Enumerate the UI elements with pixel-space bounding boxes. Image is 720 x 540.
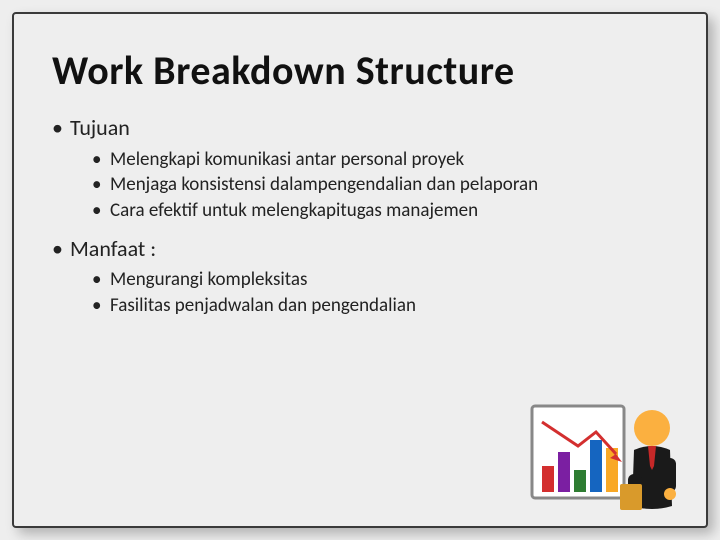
bullet-lvl2-text: Cara efektif untuk melengkapitugas manaj…	[110, 199, 478, 222]
bullet-lvl1-label: Manfaat :	[70, 235, 156, 262]
bullet-lvl2-text: Melengkapi komunikasi antar personal pro…	[110, 148, 464, 171]
person-figure	[620, 410, 676, 510]
bullet-sublist: Melengkapi komunikasi antar personal pro…	[92, 147, 668, 224]
bullet-sublist: Mengurangi kompleksitas Fasilitas penjad…	[92, 267, 668, 318]
folder-icon	[620, 484, 642, 510]
bullet-lvl2-text: Mengurangi kompleksitas	[110, 268, 307, 291]
bullet-lvl1-label: Tujuan	[70, 114, 130, 141]
corner-illustration	[530, 388, 690, 518]
bullet-lvl2: Fasilitas penjadwalan dan pengendalian	[92, 293, 668, 319]
bullet-lvl2: Melengkapi komunikasi antar personal pro…	[92, 147, 668, 173]
bullet-lvl2-text: Fasilitas penjadwalan dan pengendalian	[110, 294, 416, 317]
bullet-lvl1: Tujuan Melengkapi komunikasi antar perso…	[52, 113, 668, 224]
bullet-lvl2: Menjaga konsistensi dalampengendalian da…	[92, 172, 668, 198]
bullet-list: Tujuan Melengkapi komunikasi antar perso…	[52, 113, 668, 319]
bullet-lvl1: Manfaat : Mengurangi kompleksitas Fasili…	[52, 234, 668, 319]
bullet-lvl2: Cara efektif untuk melengkapitugas manaj…	[92, 198, 668, 224]
bullet-lvl2: Mengurangi kompleksitas	[92, 267, 668, 293]
slide-title: Work Breakdown Structure	[52, 46, 668, 95]
bullet-lvl2-text: Menjaga konsistensi dalampengendalian da…	[110, 173, 538, 196]
